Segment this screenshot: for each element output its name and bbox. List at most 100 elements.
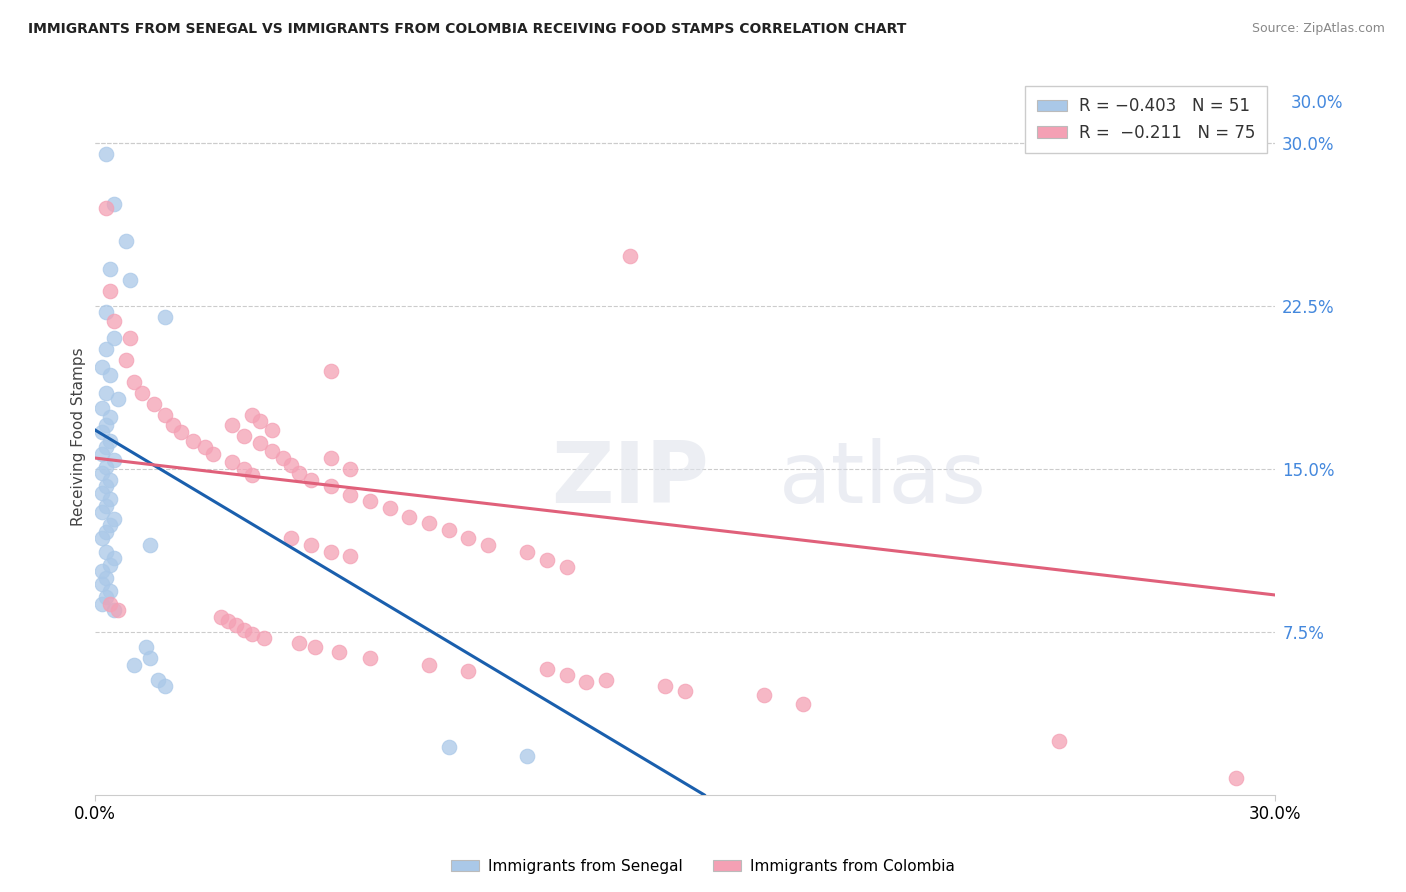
Point	[96, 385, 118, 400]
Point	[103, 603, 125, 617]
Point	[118, 273, 141, 287]
Text: 30.0%: 30.0%	[1291, 94, 1343, 112]
Point	[107, 603, 129, 617]
Point	[98, 597, 121, 611]
Point	[319, 364, 342, 378]
Point	[304, 640, 326, 655]
Point	[98, 583, 121, 598]
Point	[516, 748, 538, 763]
Point	[98, 409, 121, 424]
Point	[103, 453, 125, 467]
Point	[240, 627, 263, 641]
Point	[98, 261, 121, 276]
Point	[418, 516, 440, 531]
Point	[103, 331, 125, 345]
Point	[91, 577, 114, 591]
Point	[359, 494, 381, 508]
Point	[595, 673, 617, 687]
Point	[155, 310, 177, 324]
Point	[155, 679, 177, 693]
Point	[115, 353, 138, 368]
Point	[96, 305, 118, 319]
Point	[249, 435, 271, 450]
Point	[96, 201, 118, 215]
Point	[398, 509, 420, 524]
Point	[181, 434, 204, 448]
Point	[260, 423, 283, 437]
Point	[319, 544, 342, 558]
Point	[516, 544, 538, 558]
Point	[96, 459, 118, 474]
Point	[91, 564, 114, 578]
Point	[98, 284, 121, 298]
Point	[221, 455, 243, 469]
Point	[98, 368, 121, 383]
Point	[155, 408, 177, 422]
Point	[162, 418, 184, 433]
Point	[477, 538, 499, 552]
Point	[575, 675, 598, 690]
Point	[378, 501, 401, 516]
Point	[170, 425, 193, 439]
Point	[91, 467, 114, 481]
Point	[673, 683, 696, 698]
Point	[138, 651, 160, 665]
Point	[96, 418, 118, 433]
Point	[91, 425, 114, 439]
Point	[359, 651, 381, 665]
Point	[98, 434, 121, 448]
Legend: Immigrants from Senegal, Immigrants from Colombia: Immigrants from Senegal, Immigrants from…	[446, 853, 960, 880]
Point	[96, 440, 118, 454]
Point	[233, 623, 256, 637]
Point	[260, 444, 283, 458]
Point	[339, 462, 361, 476]
Point	[194, 440, 217, 454]
Point	[209, 609, 232, 624]
Point	[96, 146, 118, 161]
Point	[319, 450, 342, 465]
Text: atlas: atlas	[779, 438, 987, 521]
Point	[103, 314, 125, 328]
Point	[555, 559, 578, 574]
Point	[225, 618, 247, 632]
Point	[233, 462, 256, 476]
Point	[103, 196, 125, 211]
Point	[752, 688, 775, 702]
Point	[457, 664, 479, 678]
Point	[240, 468, 263, 483]
Point	[103, 551, 125, 566]
Point	[96, 571, 118, 585]
Legend: R = −0.403   N = 51, R =  −0.211   N = 75: R = −0.403 N = 51, R = −0.211 N = 75	[1025, 86, 1267, 153]
Point	[91, 597, 114, 611]
Point	[249, 414, 271, 428]
Point	[418, 657, 440, 672]
Point	[437, 740, 460, 755]
Point	[221, 418, 243, 433]
Point	[280, 532, 302, 546]
Point	[288, 467, 311, 481]
Point	[328, 644, 350, 658]
Point	[299, 538, 322, 552]
Point	[122, 657, 145, 672]
Point	[233, 429, 256, 443]
Point	[619, 249, 641, 263]
Point	[118, 331, 141, 345]
Y-axis label: Receiving Food Stamps: Receiving Food Stamps	[72, 347, 86, 525]
Point	[654, 679, 676, 693]
Point	[96, 590, 118, 604]
Point	[96, 524, 118, 539]
Point	[131, 385, 153, 400]
Point	[339, 549, 361, 563]
Point	[103, 512, 125, 526]
Point	[96, 343, 118, 357]
Point	[339, 488, 361, 502]
Point	[299, 473, 322, 487]
Point	[253, 632, 276, 646]
Point	[201, 447, 224, 461]
Point	[273, 450, 295, 465]
Point	[217, 614, 239, 628]
Point	[98, 558, 121, 572]
Point	[288, 636, 311, 650]
Point	[792, 697, 814, 711]
Point	[138, 538, 160, 552]
